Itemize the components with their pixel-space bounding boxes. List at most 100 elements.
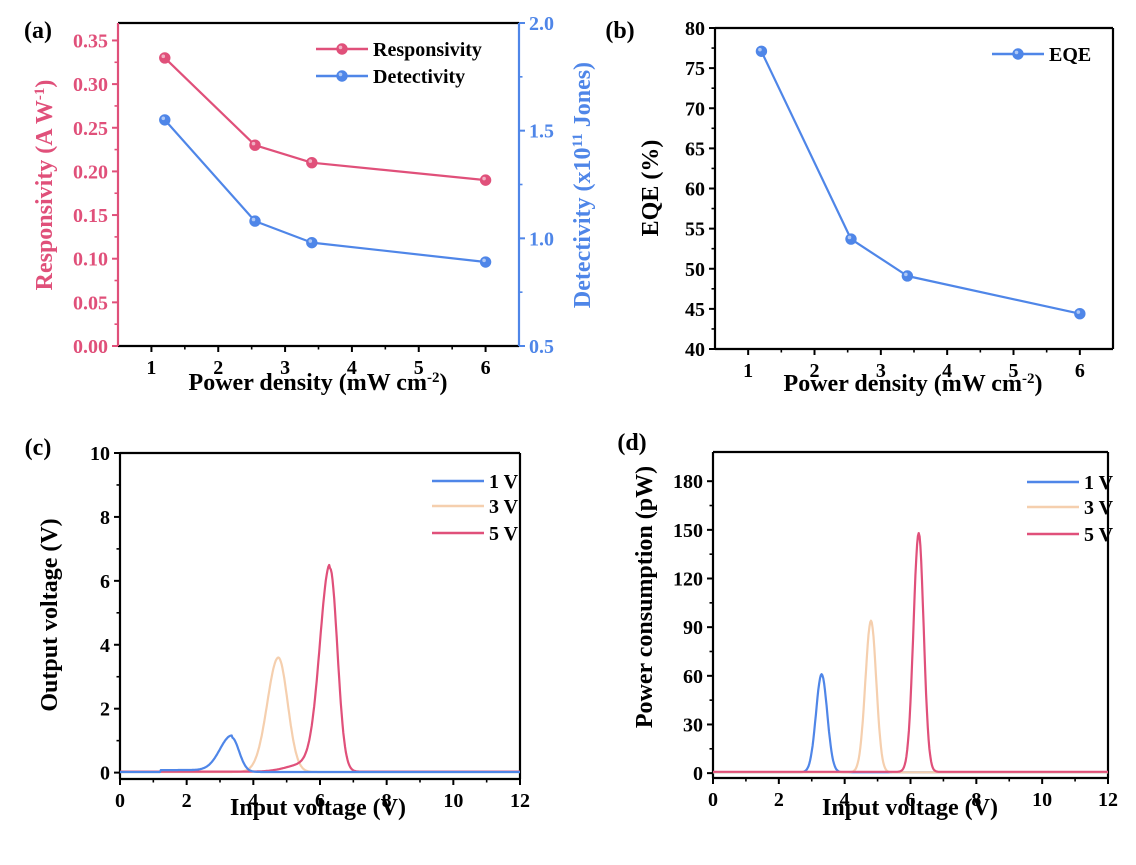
eqe-point bbox=[845, 233, 857, 245]
detectivity-point bbox=[306, 236, 318, 249]
detectivity-point-highlight bbox=[161, 116, 166, 121]
panel-d-xlabel: Input voltage (V) bbox=[822, 795, 998, 821]
panel-b-ytick-label: 65 bbox=[685, 138, 705, 160]
panel-d-xtick-label: 8 bbox=[971, 789, 981, 811]
eqe-point bbox=[901, 270, 914, 282]
eqe-point bbox=[1074, 307, 1086, 320]
panel-a-xtick-label: 3 bbox=[280, 357, 290, 379]
panel-d-ytick-label: 0 bbox=[693, 763, 703, 785]
eqe-point bbox=[755, 45, 768, 57]
responsivity-series-line bbox=[164, 57, 486, 182]
panel-b-ytick-label: 45 bbox=[685, 299, 705, 321]
legend-3v-label: 3 V bbox=[1084, 497, 1114, 519]
panel-b-xtick-label: 6 bbox=[1075, 360, 1085, 382]
responsivity-point-highlight bbox=[251, 141, 256, 146]
legend-1v-label: 1 V bbox=[489, 471, 519, 493]
panel-a-left-ytick-label: 0.10 bbox=[73, 249, 108, 271]
panel-c-xtick-label: 12 bbox=[510, 790, 530, 812]
panel-a-right-ytick-label: 2.0 bbox=[529, 13, 554, 35]
legend-eqe-label: EQE bbox=[1049, 44, 1091, 66]
panel-d-xtick-label: 12 bbox=[1098, 789, 1118, 811]
panel-b-ytick-label: 75 bbox=[685, 58, 705, 80]
panel-a-left-ytick-label: 0.25 bbox=[73, 118, 108, 140]
panel-d-ytick-label: 120 bbox=[673, 569, 703, 591]
panel-a-left-ytick-label: 0.00 bbox=[73, 336, 108, 358]
legend-detectivity-marker-highlight bbox=[338, 72, 343, 77]
legend-responsivity-label: Responsivity bbox=[373, 39, 482, 61]
panel-label-a: (a) bbox=[24, 18, 52, 44]
legend-detectivity-marker bbox=[336, 70, 348, 82]
panel-c-ytick-label: 2 bbox=[100, 699, 110, 721]
panel-c-xtick-label: 4 bbox=[248, 790, 258, 812]
panel-c-xtick-label: 0 bbox=[115, 790, 125, 812]
legend-detectivity-label: Detectivity bbox=[373, 66, 465, 88]
detectivity-point bbox=[159, 114, 171, 126]
panel-d-ytick-label: 60 bbox=[683, 666, 703, 688]
panel-a-xtick-label: 1 bbox=[146, 357, 156, 379]
eqe-point-highlight bbox=[904, 272, 908, 277]
panel-a-y2label: Detectivity (x1011 Jones) bbox=[570, 62, 596, 308]
eqe-series-line bbox=[760, 50, 1081, 315]
series-5v-curve bbox=[119, 563, 521, 773]
panel-d-ytick-label: 30 bbox=[683, 714, 703, 736]
legend-responsivity-marker-highlight bbox=[338, 45, 343, 50]
panel-b-xtick-label: 2 bbox=[810, 360, 820, 382]
legend-responsivity-marker bbox=[336, 43, 348, 55]
eqe-point-highlight bbox=[847, 235, 852, 240]
series-5v-curve bbox=[712, 531, 1109, 773]
series-1v-curve bbox=[119, 734, 521, 774]
detectivity-point-highlight bbox=[251, 217, 256, 222]
panel-c-xtick-label: 10 bbox=[443, 790, 463, 812]
detectivity-point-highlight bbox=[482, 258, 486, 263]
panel-b-ytick-label: 55 bbox=[685, 219, 705, 241]
legend-3v-label: 3 V bbox=[489, 496, 519, 518]
panel-c-ytick-label: 8 bbox=[100, 507, 110, 529]
panel-a-right-ytick-label: 1.5 bbox=[529, 121, 554, 143]
panel-a-left-ytick-label: 0.05 bbox=[73, 292, 108, 314]
responsivity-point bbox=[306, 156, 318, 169]
panel-a-right-ytick-label: 1.0 bbox=[529, 228, 554, 250]
panel-a-right-ytick-label: 0.5 bbox=[529, 336, 554, 358]
panel-b-ytick-label: 70 bbox=[685, 98, 705, 120]
panel-label-c: (c) bbox=[25, 435, 52, 461]
panel-d-ylabel: Power consumption (pW) bbox=[632, 466, 658, 728]
panel-a-ylabel: Responsivity (A W-1) bbox=[32, 80, 58, 291]
panel-b-ytick-label: 80 bbox=[685, 18, 705, 40]
detectivity-point bbox=[249, 215, 261, 227]
panel-b-ylabel: EQE (%) bbox=[638, 140, 664, 237]
panel-a-xtick-label: 2 bbox=[213, 357, 223, 379]
legend-5v-label: 5 V bbox=[1084, 524, 1114, 546]
panel-c-ytick-label: 4 bbox=[100, 635, 110, 657]
responsivity-point-highlight bbox=[161, 54, 166, 59]
responsivity-point-highlight bbox=[308, 159, 313, 163]
responsivity-point bbox=[479, 174, 492, 186]
series-3v-curve bbox=[119, 656, 521, 774]
legend-1v-label: 1 V bbox=[1084, 472, 1114, 494]
panel-b-xtick-label: 1 bbox=[743, 360, 753, 382]
panel-d-xtick-label: 6 bbox=[906, 789, 916, 811]
panel-a-xtick-label: 5 bbox=[414, 357, 424, 379]
panel-d-ytick-label: 150 bbox=[673, 520, 703, 542]
panel-a-xtick-label: 4 bbox=[347, 357, 357, 379]
panel-c-xlabel: Input voltage (V) bbox=[230, 795, 406, 821]
panel-a-left-ytick-label: 0.35 bbox=[73, 30, 108, 52]
legend-5v-label: 5 V bbox=[489, 523, 519, 545]
legend-eqe-marker bbox=[1012, 48, 1024, 60]
detectivity-point-highlight bbox=[308, 239, 313, 243]
panel-c-xtick-label: 2 bbox=[182, 790, 192, 812]
detectivity-point bbox=[479, 256, 492, 268]
panel-c-ylabel: Output voltage (V) bbox=[37, 518, 63, 711]
panel-c-ytick-label: 6 bbox=[100, 571, 110, 593]
panel-a-left-ytick-label: 0.20 bbox=[73, 161, 108, 183]
panel-b-ytick-label: 50 bbox=[685, 259, 705, 281]
panel-c-ytick-label: 0 bbox=[100, 763, 110, 785]
panel-d-xtick-label: 2 bbox=[774, 789, 784, 811]
panel-d-xtick-label: 4 bbox=[840, 789, 850, 811]
legend-eqe-marker-highlight bbox=[1014, 50, 1019, 55]
panel-b-xtick-label: 5 bbox=[1009, 360, 1019, 382]
eqe-point-highlight bbox=[758, 47, 762, 52]
panel-d-xtick-label: 10 bbox=[1032, 789, 1052, 811]
panel-label-d: (d) bbox=[617, 430, 646, 456]
panel-label-b: (b) bbox=[605, 18, 634, 44]
